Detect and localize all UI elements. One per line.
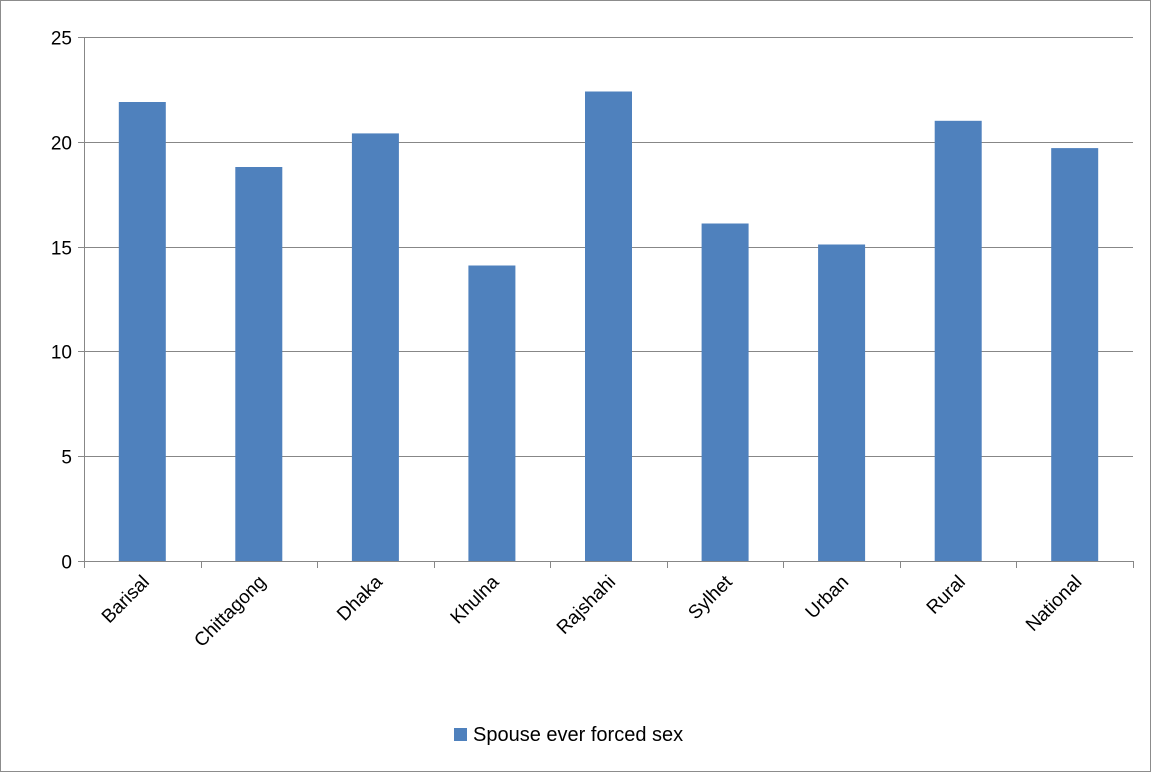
x-tick-label: Sylhet: [684, 571, 737, 624]
bar-rajshahi: [585, 91, 632, 561]
x-tick-label: Chittagong: [190, 572, 270, 652]
x-tick-label: Khulna: [447, 571, 504, 628]
bar-chittagong: [235, 167, 283, 561]
x-tick-labels: Barisal Chittagong Dhaka Khulna Rajshahi Sylh…: [98, 571, 1086, 651]
bar-national: [1051, 148, 1099, 561]
bar-barisal: [118, 102, 166, 561]
x-tick-label: Dhaka: [333, 571, 387, 625]
y-tick-label: 15: [51, 239, 72, 260]
x-tick-label: Rural: [923, 572, 970, 619]
y-tick-label: 10: [51, 343, 72, 364]
y-tick-label: 25: [51, 29, 72, 50]
bar-sylhet: [701, 223, 749, 561]
y-tick-labels: 0 5 10 15 20 25: [51, 29, 72, 574]
bar-dhaka: [351, 133, 399, 561]
x-tick-label: National: [1022, 572, 1086, 636]
bars: [118, 91, 1099, 562]
axes: [78, 37, 1134, 568]
legend: Spouse ever forced sex: [454, 724, 683, 746]
legend-swatch: [454, 728, 467, 741]
y-tick-label: 20: [51, 134, 72, 155]
y-tick-label: 5: [61, 448, 72, 469]
x-tick-label: Urban: [802, 572, 853, 623]
legend-label: Spouse ever forced sex: [473, 724, 683, 746]
bar-rural: [934, 120, 982, 562]
bar-khulna: [468, 265, 516, 561]
x-tick-label: Barisal: [98, 572, 154, 628]
y-tick-label: 0: [61, 553, 72, 574]
bar-urban: [818, 244, 866, 561]
x-tick-label: Rajshahi: [553, 572, 620, 639]
